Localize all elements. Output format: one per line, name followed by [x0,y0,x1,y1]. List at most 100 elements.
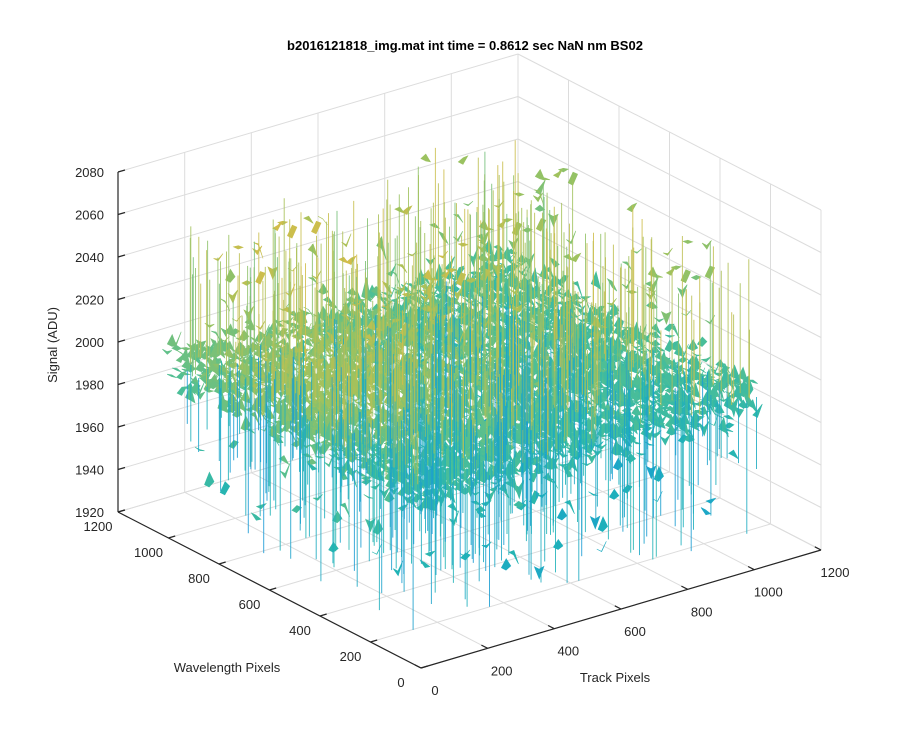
surface-patch [366,355,378,363]
grid-floor-y [269,471,670,591]
surface-patch [301,322,312,336]
surface-patch [424,550,436,557]
surface-patch [194,382,205,395]
surface-patch [339,502,350,517]
surface-patch [261,356,273,365]
x-tick-label: 0 [431,683,438,698]
surface-patch [649,433,661,438]
surface-patch [421,293,432,303]
surface-patch [172,367,182,373]
y-tick-label: 600 [239,597,261,612]
z-tick-mark [117,381,126,386]
surface-patch [655,413,666,430]
surface-patch [227,289,238,304]
surface-patch [243,306,254,322]
surface-patch [219,481,231,496]
surface-patch [521,263,531,277]
x-tick-label: 400 [557,644,579,659]
surface-patch [533,565,545,580]
y-tick-label: 800 [188,571,210,586]
surface-patch [665,265,677,276]
z-tick-mark [117,169,126,173]
surface-patch [317,216,328,226]
surface-patch [661,377,672,388]
surface-patch [180,372,191,376]
surface-patch [513,192,525,197]
surface-patch [371,543,382,555]
y-tick-mark [420,665,428,669]
surface-patch [535,179,546,196]
surface-patch [194,446,205,452]
z-tick-label: 2040 [75,250,104,265]
surface-patch [664,405,676,411]
surface-patch [728,396,739,418]
surface-patch [170,331,182,346]
surface-patch [267,266,278,281]
surface-patch [303,215,314,224]
surface-patch [612,457,624,471]
surface-patch [229,349,240,364]
y-tick-label: 400 [289,623,311,638]
x-axis-label: Track Pixels [580,670,651,685]
surface-patch [255,503,268,510]
surface-patch [626,202,638,213]
x-tick-mark [614,605,622,610]
surface-patch [449,510,460,527]
surface-patch [223,377,233,383]
surface-patch [204,471,215,488]
surface-patch [700,356,712,363]
surface-patch [660,399,671,411]
grid-backwall-z [117,53,519,173]
surface-patch [552,538,564,550]
surface-patch [601,436,612,441]
surface-patch [653,465,664,482]
z-tick-label: 1980 [75,378,104,393]
surface-patch [598,367,608,373]
surface-patch [659,434,671,446]
surface-patch [463,200,474,207]
surface-patch [661,371,673,386]
surface-patch [589,515,601,530]
surface-patch [176,386,188,396]
surface-patch [722,414,735,420]
surface-patch [359,330,370,336]
x-tick-mark [547,624,555,630]
surface-patch [194,367,206,372]
surface-patch [534,168,546,181]
surface-patch [175,350,187,364]
z-tick-label: 2020 [75,293,104,308]
surface-patch [752,403,763,418]
surface-patch [608,488,620,500]
surface-patch [459,400,471,409]
surface-patch [208,380,219,390]
x-tick-label: 1000 [754,585,783,600]
surface-patch [662,247,673,256]
surface-patch [255,320,266,330]
surface-patch [225,268,236,283]
surface-patch [259,417,270,432]
surface-patch [348,412,360,422]
surface-patch [194,390,206,400]
surface-patch [209,355,220,377]
z-tick-label: 2000 [75,335,104,350]
z-tick-mark [117,296,126,301]
surface-patch [732,382,744,405]
surface-patch [393,560,404,577]
surface-patch [232,245,244,250]
surface-patch [166,373,177,378]
surface-patch [353,413,364,428]
surface-patch [633,360,644,375]
surface-patch [534,189,545,206]
surface-patch [287,224,298,239]
surface-patch [356,300,367,316]
z-tick-mark [117,509,126,513]
surface-patch [596,541,607,552]
surface-patch [655,401,667,410]
surface-patch [373,370,384,376]
grid-backwall-z [117,138,519,258]
x-tick-label: 200 [491,663,513,678]
surface-patch [366,339,377,357]
surface-patch [311,220,322,235]
surface-patch [728,404,739,412]
